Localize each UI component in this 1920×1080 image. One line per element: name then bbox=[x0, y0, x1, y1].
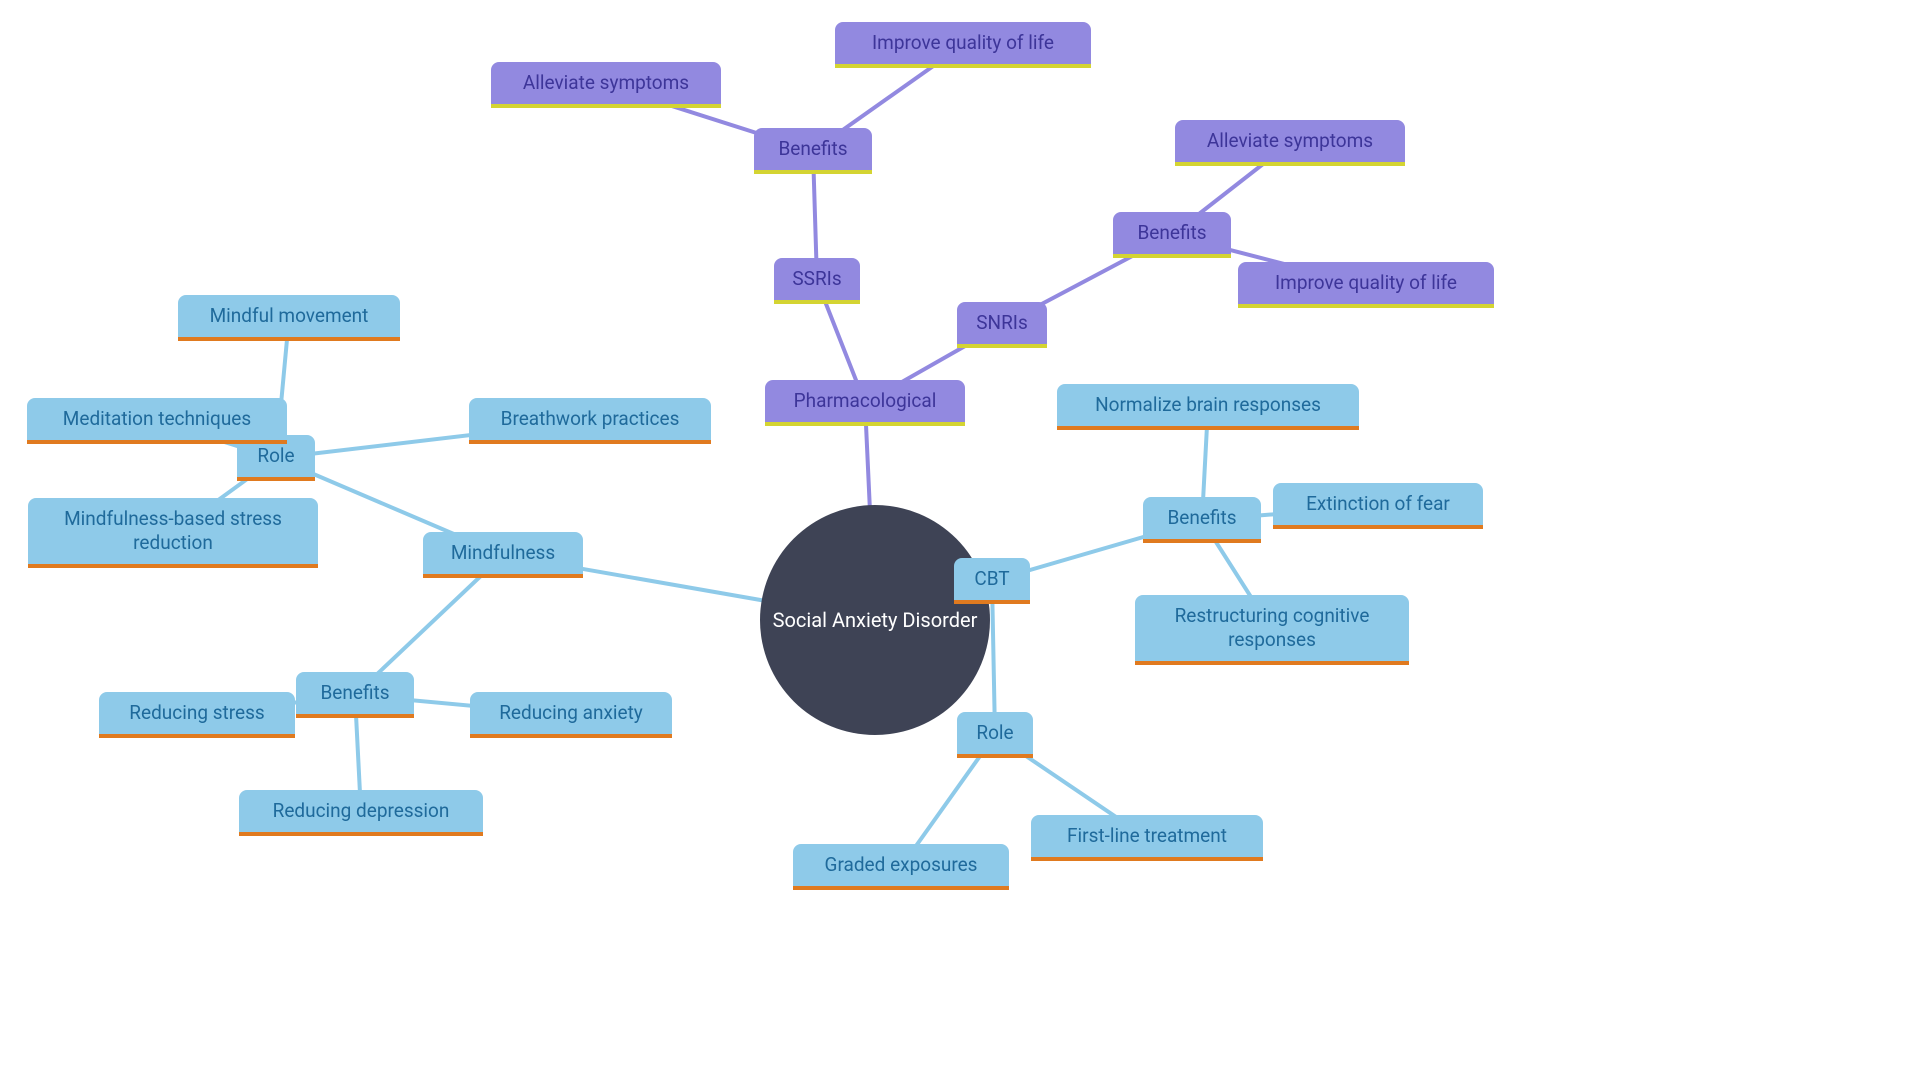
node-cbt_restr[interactable]: Restructuring cognitive responses bbox=[1135, 595, 1409, 665]
node-ssri_qol[interactable]: Improve quality of life bbox=[835, 22, 1091, 68]
node-mind_move[interactable]: Mindful movement bbox=[178, 295, 400, 341]
node-snri_ben[interactable]: Benefits bbox=[1113, 212, 1231, 258]
mindmap-canvas: { "diagram": { "type": "mindmap", "backg… bbox=[0, 0, 1920, 1080]
node-ssris[interactable]: SSRIs bbox=[774, 258, 860, 304]
node-snri_qol[interactable]: Improve quality of life bbox=[1238, 262, 1494, 308]
node-mind[interactable]: Mindfulness bbox=[423, 532, 583, 578]
node-mind_anx[interactable]: Reducing anxiety bbox=[470, 692, 672, 738]
node-cbt_firstline[interactable]: First-line treatment bbox=[1031, 815, 1263, 861]
node-ssri_allev[interactable]: Alleviate symptoms bbox=[491, 62, 721, 108]
node-ssri_ben[interactable]: Benefits bbox=[754, 128, 872, 174]
node-pharma[interactable]: Pharmacological bbox=[765, 380, 965, 426]
center-node[interactable]: Social Anxiety Disorder bbox=[760, 505, 990, 735]
node-cbt_ext[interactable]: Extinction of fear bbox=[1273, 483, 1483, 529]
node-cbt_ben[interactable]: Benefits bbox=[1143, 497, 1261, 543]
node-mind_ben[interactable]: Benefits bbox=[296, 672, 414, 718]
node-mind_dep[interactable]: Reducing depression bbox=[239, 790, 483, 836]
node-mind_mbsr[interactable]: Mindfulness-based stress reduction bbox=[28, 498, 318, 568]
node-cbt_norm[interactable]: Normalize brain responses bbox=[1057, 384, 1359, 430]
node-snri_allev[interactable]: Alleviate symptoms bbox=[1175, 120, 1405, 166]
node-cbt[interactable]: CBT bbox=[954, 558, 1030, 604]
node-cbt_graded[interactable]: Graded exposures bbox=[793, 844, 1009, 890]
node-mind_breath[interactable]: Breathwork practices bbox=[469, 398, 711, 444]
node-mind_medtech[interactable]: Meditation techniques bbox=[27, 398, 287, 444]
node-cbt_role[interactable]: Role bbox=[957, 712, 1033, 758]
node-mind_stress[interactable]: Reducing stress bbox=[99, 692, 295, 738]
node-snris[interactable]: SNRIs bbox=[957, 302, 1047, 348]
